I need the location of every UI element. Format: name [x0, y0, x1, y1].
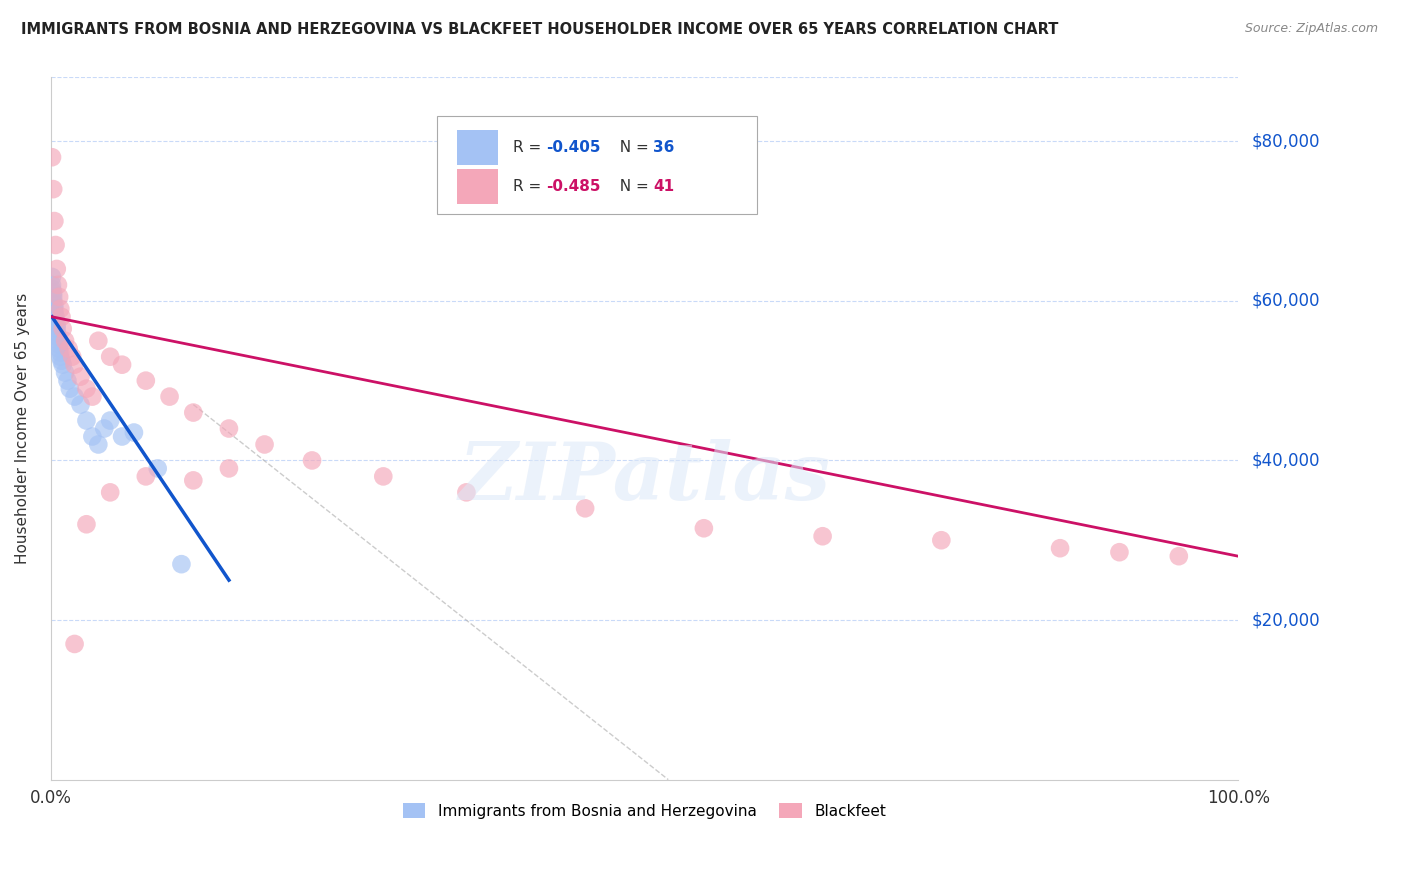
Point — [373, 469, 395, 483]
Point — [301, 453, 323, 467]
Point — [1108, 545, 1130, 559]
Point — [574, 501, 596, 516]
Point — [46, 334, 69, 348]
Point — [218, 461, 240, 475]
Point — [51, 353, 73, 368]
Text: ZIPatlas: ZIPatlas — [458, 439, 831, 516]
Legend: Immigrants from Bosnia and Herzegovina, Blackfeet: Immigrants from Bosnia and Herzegovina, … — [396, 797, 893, 824]
Point — [46, 330, 69, 344]
Point — [49, 345, 72, 359]
Point — [41, 150, 63, 164]
Point — [58, 342, 80, 356]
Point — [98, 485, 121, 500]
Point — [45, 322, 67, 336]
Point — [45, 310, 67, 324]
Text: N =: N = — [610, 178, 654, 194]
Point — [41, 269, 63, 284]
FancyBboxPatch shape — [457, 130, 499, 165]
Point — [63, 358, 86, 372]
Point — [53, 366, 76, 380]
Point — [75, 413, 97, 427]
Point — [51, 310, 73, 324]
Point — [44, 306, 66, 320]
Point — [45, 318, 67, 332]
Point — [122, 425, 145, 440]
Point — [48, 290, 70, 304]
Point — [98, 413, 121, 427]
Point — [1049, 541, 1071, 556]
Point — [456, 485, 478, 500]
Point — [63, 637, 86, 651]
Text: R =: R = — [513, 140, 546, 155]
Point — [48, 342, 70, 356]
Point — [98, 350, 121, 364]
Point — [53, 334, 76, 348]
Point — [75, 517, 97, 532]
Point — [41, 277, 63, 292]
Point — [52, 358, 75, 372]
Point — [87, 334, 110, 348]
Text: $40,000: $40,000 — [1253, 451, 1320, 469]
Point — [45, 238, 67, 252]
Point — [44, 301, 66, 316]
Text: Source: ZipAtlas.com: Source: ZipAtlas.com — [1244, 22, 1378, 36]
Point — [82, 390, 104, 404]
FancyBboxPatch shape — [437, 116, 758, 214]
Point — [931, 533, 953, 548]
Point — [87, 437, 110, 451]
Point — [42, 290, 65, 304]
Point — [75, 382, 97, 396]
Text: $80,000: $80,000 — [1253, 132, 1320, 150]
Text: 36: 36 — [652, 140, 675, 155]
Point — [69, 369, 91, 384]
Text: 41: 41 — [652, 178, 673, 194]
Point — [42, 293, 65, 308]
Point — [45, 326, 67, 340]
FancyBboxPatch shape — [457, 169, 499, 204]
Point — [135, 374, 157, 388]
Point — [42, 285, 65, 300]
Point — [52, 322, 75, 336]
Point — [41, 282, 63, 296]
Point — [49, 350, 72, 364]
Point — [135, 469, 157, 483]
Text: N =: N = — [610, 140, 654, 155]
Point — [181, 406, 204, 420]
Y-axis label: Householder Income Over 65 years: Householder Income Over 65 years — [15, 293, 30, 564]
Point — [63, 390, 86, 404]
Text: -0.485: -0.485 — [546, 178, 600, 194]
Point — [1167, 549, 1189, 564]
Text: $60,000: $60,000 — [1253, 292, 1320, 310]
Point — [59, 382, 82, 396]
Point — [56, 374, 79, 388]
Point — [45, 262, 67, 277]
Point — [693, 521, 716, 535]
Point — [218, 421, 240, 435]
Point — [48, 337, 70, 351]
Point — [45, 314, 67, 328]
Point — [253, 437, 276, 451]
Point — [69, 398, 91, 412]
Point — [44, 214, 66, 228]
Text: IMMIGRANTS FROM BOSNIA AND HERZEGOVINA VS BLACKFEET HOUSEHOLDER INCOME OVER 65 Y: IMMIGRANTS FROM BOSNIA AND HERZEGOVINA V… — [21, 22, 1059, 37]
Text: -0.405: -0.405 — [546, 140, 600, 155]
Point — [93, 421, 115, 435]
Text: $20,000: $20,000 — [1253, 611, 1320, 629]
Point — [811, 529, 834, 543]
Point — [44, 298, 66, 312]
Point — [49, 301, 72, 316]
Point — [60, 350, 83, 364]
Point — [111, 429, 134, 443]
Point — [46, 277, 69, 292]
Point — [181, 474, 204, 488]
Point — [146, 461, 169, 475]
Text: R =: R = — [513, 178, 546, 194]
Point — [159, 390, 181, 404]
Point — [170, 557, 193, 571]
Point — [111, 358, 134, 372]
Point — [42, 182, 65, 196]
Point — [82, 429, 104, 443]
